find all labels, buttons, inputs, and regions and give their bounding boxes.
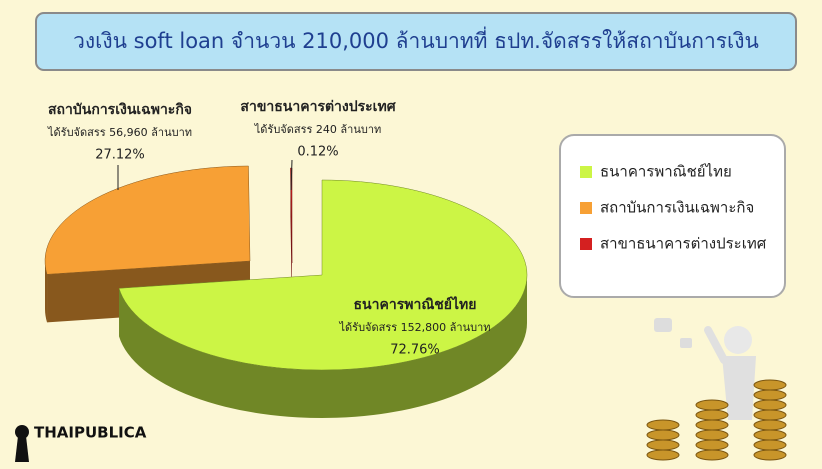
logo: THAIPUBLICA (15, 424, 147, 462)
legend-swatch (580, 202, 592, 214)
pie-side (119, 275, 527, 418)
pie-slice (44, 165, 251, 275)
value-label: 0.12% (297, 145, 338, 160)
legend-swatch (580, 166, 592, 178)
pie-slice (118, 179, 528, 371)
legend-label: สาขาธนาคารต่างประเทศ (600, 235, 767, 253)
pie-side (45, 261, 48, 323)
legend-box (559, 134, 786, 298)
allocation-label: ได้รับจัดสรร 240 ล้านบาท (254, 123, 382, 136)
slice-name: สถาบันการเงินเฉพาะกิจ (48, 102, 192, 118)
value-label: 72.76% (390, 343, 440, 358)
legend-swatch (580, 238, 592, 250)
decoration (646, 318, 787, 461)
slice-name: ธนาคารพาณิชย์ไทย (354, 295, 477, 313)
allocation-label: ได้รับจัดสรร 152,800 ล้านบาท (338, 321, 490, 334)
slice-name: สาขาธนาคารต่างประเทศ (240, 99, 396, 115)
chart-title: วงเงิน soft loan จำนวน 210,000 ล้านบาทที… (73, 26, 759, 53)
logo-text: THAIPUBLICA (34, 424, 147, 442)
legend-label: สถาบันการเงินเฉพาะกิจ (600, 199, 754, 217)
title-box (35, 12, 797, 71)
allocation-label: ได้รับจัดสรร 56,960 ล้านบาท (47, 126, 192, 139)
legend-label: ธนาคารพาณิชย์ไทย (600, 163, 732, 181)
leader-line (290, 159, 293, 191)
value-label: 27.12% (95, 148, 145, 163)
